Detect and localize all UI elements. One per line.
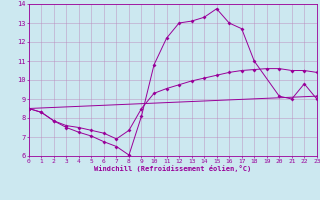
X-axis label: Windchill (Refroidissement éolien,°C): Windchill (Refroidissement éolien,°C) (94, 165, 252, 172)
